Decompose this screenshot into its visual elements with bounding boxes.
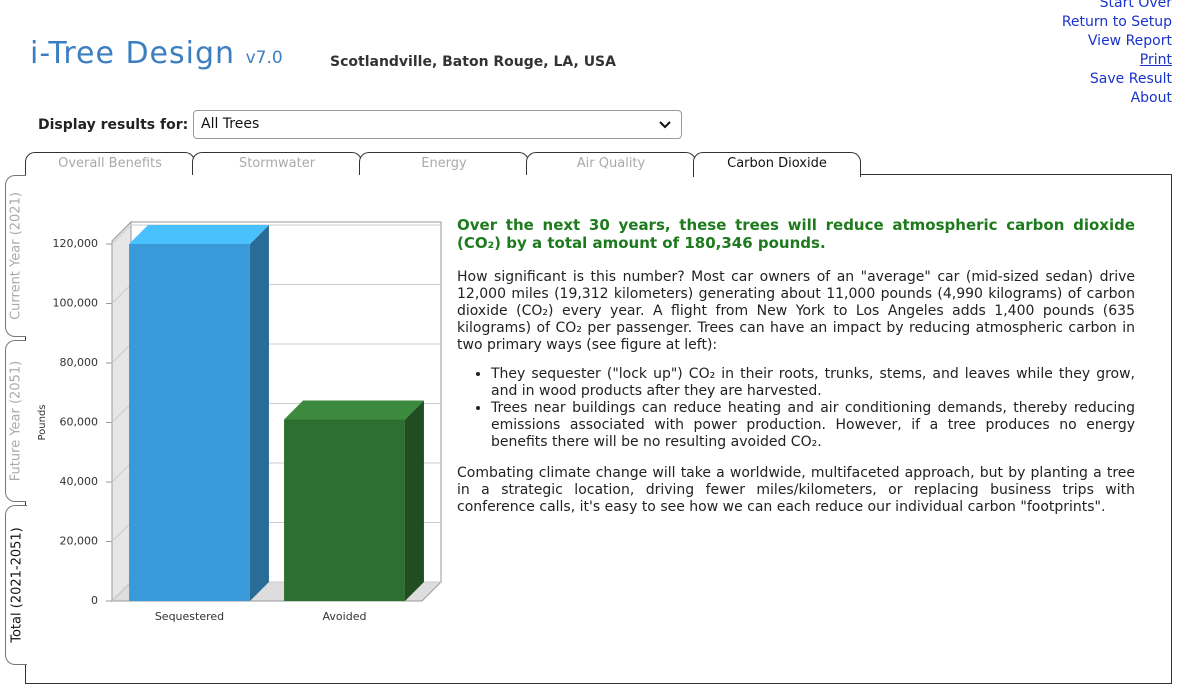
y-axis-label: Pounds [37,404,48,440]
version: v7.0 [245,48,283,68]
filter-label: Display results for: [38,117,189,133]
about-link[interactable]: About [1130,90,1172,106]
side-tab-active[interactable]: Total (2021-2051) [5,505,27,665]
bar [129,225,269,601]
bar-side [404,400,424,601]
bar-front [129,244,250,601]
bullet: They sequester ("lock up") CO₂ in their … [491,366,1135,400]
y-tick-label: 20,000 [60,535,99,548]
chart: 0 20,000 40,000 60,000 80,000 100,000 120,000 P… [37,220,443,623]
bar-side [249,225,269,601]
filter-value: All Trees [201,116,260,132]
side-tab[interactable]: Current Year (2021) [5,175,26,337]
tab-active[interactable]: Carbon Dioxide [693,152,861,177]
tab[interactable]: Energy [359,152,529,175]
y-tick-label: 40,000 [60,475,99,488]
side-wall [111,220,132,603]
y-tick-label: 60,000 [60,416,99,429]
bar-front [284,419,405,601]
side-tab-label: Total (2021-2051) [9,527,24,643]
paragraph: Combating climate change will take a wor… [457,465,1135,515]
y-tick-label: 120,000 [53,237,99,250]
location: Scotlandville, Baton Rouge, LA, USA [330,54,616,70]
filter-select[interactable]: All Trees [193,110,682,139]
tab[interactable]: Air Quality [526,152,696,175]
return-setup-link[interactable]: Return to Setup [1061,14,1172,30]
side-tab[interactable]: Future Year (2051) [5,340,26,502]
tab[interactable]: Stormwater [192,152,362,175]
y-tick-label: 0 [91,594,98,607]
description: Over the next 30 years, these trees will… [457,216,1135,528]
x-tick-label: Avoided [323,610,367,623]
nav-links: Start Over Return to Setup View Report P… [1062,0,1172,108]
chevron [659,121,671,129]
app-title: i-Tree Design v7.0 [30,36,283,71]
title: i-Tree Design [30,36,236,71]
print-link[interactable]: Print [1139,52,1172,68]
save-result-link[interactable]: Save Result [1089,71,1172,87]
paragraph: How significant is this number? Most car… [457,269,1135,353]
bar-top [129,225,269,244]
start-over-link[interactable]: Start Over [1099,0,1172,11]
tab[interactable]: Overall Benefits [25,152,195,175]
y-tick-label: 80,000 [60,356,99,369]
grid-line [111,224,441,245]
view-report-link[interactable]: View Report [1087,33,1172,49]
bullet-list: They sequester ("lock up") CO₂ in their … [457,366,1135,451]
heading: Over the next 30 years, these trees will… [457,216,1135,252]
x-tick-label: Sequestered [155,610,224,623]
bullet: Trees near buildings can reduce heating … [491,400,1135,451]
y-tick-label: 100,000 [53,297,99,310]
bar [284,400,424,601]
bar-top [284,400,424,420]
